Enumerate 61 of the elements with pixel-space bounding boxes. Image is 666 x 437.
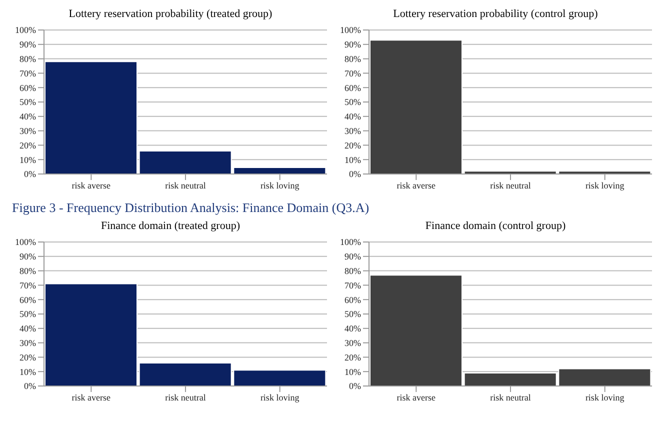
x-tick-label: risk loving — [585, 180, 625, 190]
y-tick-label: 40% — [20, 324, 36, 334]
y-tick-label: 10% — [344, 366, 362, 377]
x-tick-label: risk loving — [260, 180, 300, 190]
y-tick-label: 90% — [20, 40, 36, 50]
x-tick-label: risk neutral — [165, 392, 206, 402]
y-tick-label: 20% — [20, 140, 36, 150]
y-tick-label: 30% — [344, 338, 362, 348]
x-tick-label: risk neutral — [490, 180, 532, 190]
y-tick-label: 60% — [20, 82, 36, 93]
x-tick-label: risk averse — [396, 180, 436, 190]
y-tick-label: 100% — [340, 237, 362, 248]
x-tick-label: risk loving — [585, 392, 625, 402]
y-tick-label: 50% — [20, 309, 36, 320]
y-tick-label: 20% — [344, 352, 362, 362]
y-tick-label: 10% — [20, 154, 36, 165]
y-tick-label: 60% — [20, 294, 36, 305]
y-tick-label: 60% — [344, 82, 362, 93]
x-tick-label: risk averse — [72, 392, 111, 402]
y-tick-label: 70% — [20, 68, 36, 78]
caption: Figure 3 - Frequency Distribution Analysis: Finance Domain (Q3.A) — [11, 199, 370, 217]
y-tick-label: 20% — [20, 352, 36, 362]
y-tick-label: 30% — [20, 338, 36, 348]
x-tick-label: risk averse — [72, 180, 111, 190]
y-tick-label: 80% — [20, 54, 36, 64]
y-tick-label: 40% — [344, 112, 362, 122]
y-tick-label: 30% — [20, 126, 36, 136]
y-tick-label: 10% — [344, 154, 362, 165]
y-tick-label: 100% — [340, 25, 362, 36]
chart-title: Lottery reservation probability (control group) — [392, 8, 599, 22]
y-tick-label: 40% — [20, 112, 36, 122]
x-tick-label: risk neutral — [165, 180, 206, 190]
y-tick-label: 50% — [20, 97, 36, 108]
chart-title: Finance domain (treated group) — [100, 220, 241, 234]
chart-title: Lottery reservation probability (treated group) — [68, 8, 274, 22]
y-tick-label: 50% — [344, 309, 362, 320]
y-tick-label: 100% — [15, 237, 36, 248]
x-tick-label: risk averse — [396, 392, 436, 402]
y-tick-label: 50% — [344, 97, 362, 108]
y-tick-label: 70% — [344, 68, 362, 78]
y-tick-label: 100% — [15, 25, 36, 36]
y-tick-label: 90% — [344, 40, 362, 50]
y-tick-label: 80% — [20, 266, 36, 276]
y-tick-label: 10% — [20, 366, 36, 377]
y-tick-label: 90% — [20, 252, 36, 262]
x-tick-label: risk neutral — [490, 392, 532, 402]
y-tick-label: 0% — [24, 381, 36, 392]
chart-title: Finance domain (control group) — [424, 220, 567, 234]
y-tick-label: 90% — [344, 252, 362, 262]
x-tick-label: risk loving — [260, 392, 300, 402]
y-tick-label: 70% — [344, 280, 362, 290]
y-tick-label: 80% — [344, 54, 362, 64]
y-tick-label: 70% — [20, 280, 36, 290]
y-tick-label: 0% — [24, 169, 36, 180]
y-tick-label: 60% — [344, 294, 362, 305]
y-tick-label: 20% — [344, 140, 362, 150]
y-tick-label: 0% — [349, 381, 362, 392]
y-tick-label: 40% — [344, 324, 362, 334]
y-tick-label: 80% — [344, 266, 362, 276]
y-tick-label: 30% — [344, 126, 362, 136]
y-tick-label: 0% — [349, 169, 362, 180]
